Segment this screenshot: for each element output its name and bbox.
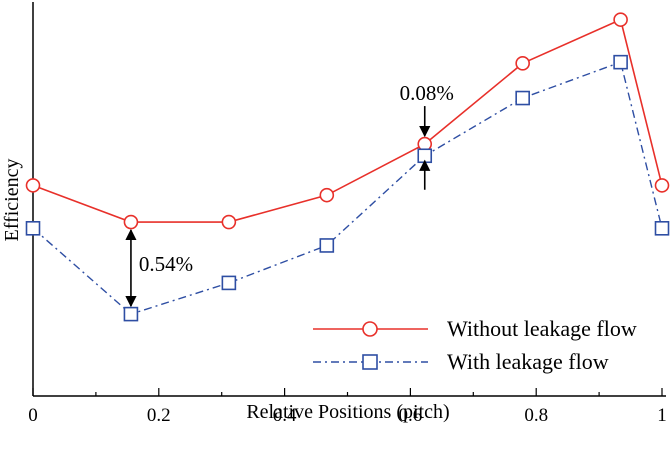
annotation-label-008: 0.08% xyxy=(400,81,454,105)
x-tick-label: 0.8 xyxy=(524,405,548,426)
data-point-circle xyxy=(515,56,530,71)
data-point-square xyxy=(654,221,670,236)
x-tick-label: 0.6 xyxy=(399,405,423,426)
data-point-square xyxy=(25,221,41,236)
legend-marker-square xyxy=(362,354,378,370)
data-point-square xyxy=(221,275,237,291)
x-ticks: 0 0.2 0.4 0.6 0.8 1 xyxy=(28,388,667,426)
data-point-square xyxy=(515,90,530,106)
data-point-square xyxy=(319,238,335,253)
series-line-with-leakage xyxy=(32,61,663,315)
x-axis-title: Relative Positions (pitch) xyxy=(246,401,449,423)
legend: Without leakage flow With leakage flow xyxy=(313,316,637,374)
legend-label-with-leakage: With leakage flow xyxy=(447,349,609,374)
series-line-without-leakage xyxy=(32,18,663,223)
series-layer xyxy=(25,12,670,322)
x-tick-label: 0.4 xyxy=(273,405,297,426)
legend-item-without-leakage: Without leakage flow xyxy=(313,316,637,341)
legend-item-with-leakage: With leakage flow xyxy=(313,349,609,374)
x-tick-label: 1 xyxy=(657,405,667,426)
x-tick-label: 0.2 xyxy=(147,405,171,426)
data-point-circle xyxy=(123,214,139,230)
legend-marker-circle xyxy=(362,321,378,337)
data-point-square xyxy=(613,54,628,70)
x-tick-label: 0 xyxy=(28,405,38,426)
annotation-label-054: 0.54% xyxy=(139,252,193,276)
legend-label-without-leakage: Without leakage flow xyxy=(447,316,637,341)
data-point-square xyxy=(123,306,139,322)
data-point-circle xyxy=(319,187,335,203)
data-point-circle xyxy=(25,178,41,193)
data-point-square xyxy=(417,148,433,164)
annotation-layer: 0.54% 0.08% xyxy=(125,81,454,308)
data-point-circle xyxy=(654,178,670,193)
data-point-circle xyxy=(613,12,628,27)
y-axis-title: Efficiency xyxy=(1,159,23,242)
data-point-circle xyxy=(221,214,237,230)
